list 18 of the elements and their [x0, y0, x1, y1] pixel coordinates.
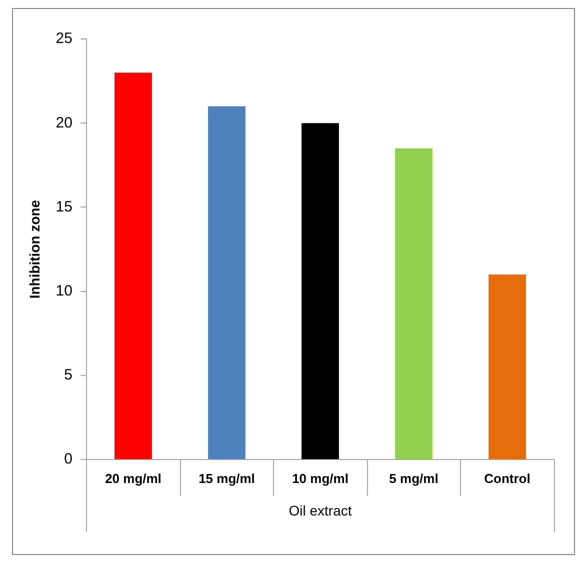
- x-axis-title: Oil extract: [288, 502, 352, 518]
- bar: [395, 148, 432, 460]
- y-tick-label: 0: [64, 450, 72, 468]
- x-tick-label: 10 mg/ml: [292, 470, 348, 486]
- bar: [488, 274, 526, 460]
- y-tick-label: 10: [56, 282, 72, 300]
- x-tick-label: 20 mg/ml: [105, 470, 162, 486]
- y-tick-label: 5: [64, 366, 72, 384]
- bar: [114, 72, 152, 460]
- y-tick-label: 20: [56, 114, 72, 132]
- bar: [208, 106, 246, 460]
- y-tick-label: 25: [56, 30, 72, 48]
- bar: [302, 123, 339, 460]
- x-tick-label: 15 mg/ml: [198, 470, 255, 486]
- x-tick-label: 5 mg/ml: [389, 470, 438, 486]
- y-tick-label: 15: [56, 198, 72, 216]
- y-axis-title: Inhibition zone: [26, 200, 42, 299]
- x-tick-label: Control: [484, 470, 530, 486]
